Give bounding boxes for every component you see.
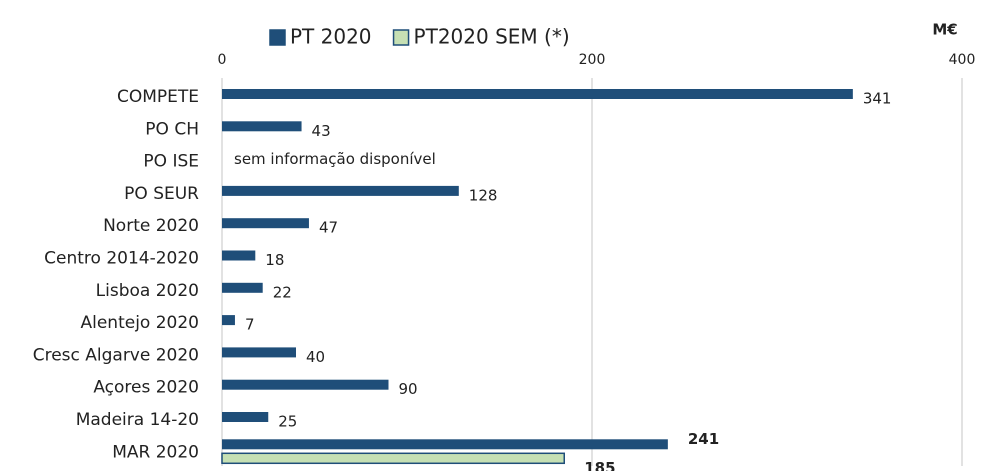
value-label: 40: [306, 348, 325, 366]
y-tick-label: Cresc Algarve 2020: [33, 345, 199, 365]
x-tick-label: 200: [579, 52, 606, 68]
bar: [222, 185, 459, 196]
y-tick-label: Madeira 14-20: [76, 410, 199, 430]
x-tick-label: 0: [218, 52, 227, 68]
bar: [222, 379, 389, 390]
legend-label: PT2020 SEM (*): [414, 25, 570, 49]
value-label: 341: [863, 90, 892, 108]
bar: [222, 121, 302, 132]
bar: [222, 250, 256, 261]
legend-swatch: [269, 29, 286, 46]
value-label: 90: [399, 380, 418, 398]
bar: [222, 89, 853, 99]
value-label: 128: [469, 186, 498, 204]
bar: [222, 439, 668, 450]
y-tick-label: Lisboa 2020: [96, 281, 199, 301]
y-tick-label: PO CH: [145, 119, 199, 139]
y-tick-label: Norte 2020: [103, 216, 199, 236]
bar: [222, 315, 235, 326]
x-tick-label: 400: [949, 52, 976, 68]
bar: [221, 452, 565, 465]
annotation: sem informação disponível: [234, 150, 436, 168]
legend-label: PT 2020: [290, 25, 372, 49]
value-label: 241: [688, 430, 719, 448]
bar: [222, 347, 296, 358]
value-label: 43: [312, 122, 331, 140]
bar: [222, 282, 263, 293]
legend-swatch: [392, 29, 410, 46]
y-tick-label: PO SEUR: [124, 184, 199, 204]
y-tick-label: Alentejo 2020: [80, 313, 199, 333]
bar: [222, 218, 309, 229]
value-label: 18: [265, 251, 284, 269]
value-label: 185: [584, 459, 615, 471]
value-label: 7: [245, 316, 255, 334]
y-tick-label: COMPETE: [117, 87, 199, 107]
unit-label: M€: [932, 21, 957, 39]
bar: [222, 412, 269, 422]
y-tick-label: MAR 2020: [112, 442, 199, 462]
y-tick-label: PO ISE: [143, 152, 199, 172]
value-label: 22: [273, 283, 292, 301]
y-tick-label: Açores 2020: [93, 378, 199, 398]
y-tick-label: Centro 2014-2020: [44, 249, 199, 269]
value-label: 25: [278, 413, 297, 431]
value-label: 47: [319, 219, 338, 237]
